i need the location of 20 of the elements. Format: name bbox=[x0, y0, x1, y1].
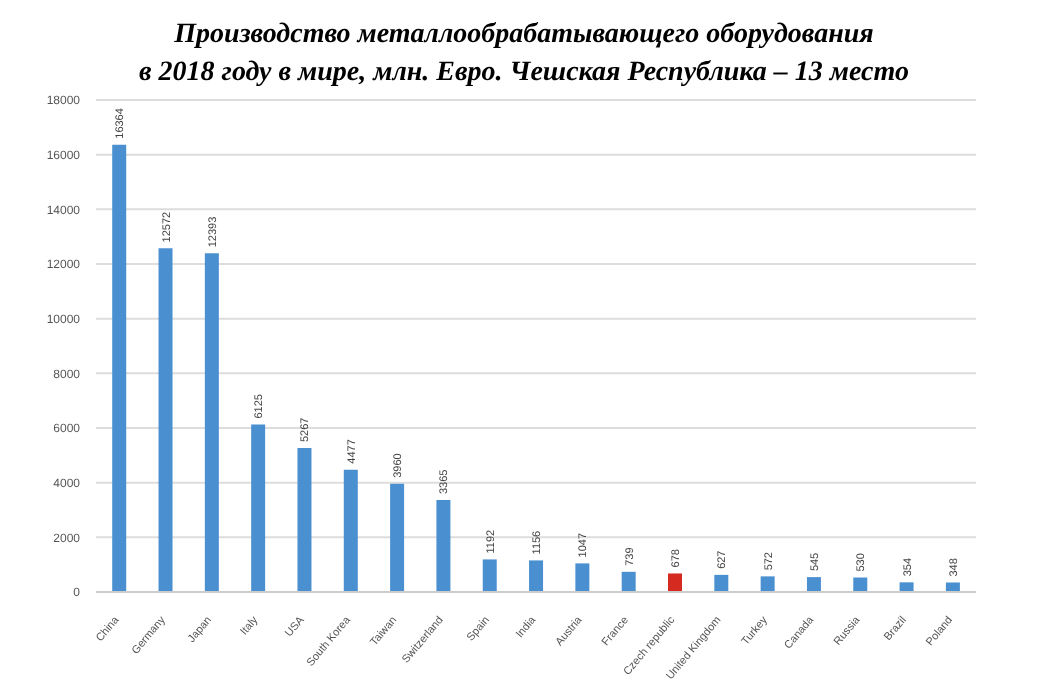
bar bbox=[251, 424, 266, 592]
bar bbox=[390, 483, 405, 592]
bar bbox=[714, 574, 729, 592]
bar bbox=[575, 563, 590, 592]
chart-title: Производство металлообрабатывающего оборудования в 2018 году в мире, млн. Евро. Чешская Республика – 13 место bbox=[137, 18, 911, 92]
bar bbox=[853, 577, 868, 592]
bar bbox=[482, 559, 497, 592]
bar bbox=[760, 576, 775, 592]
bar bbox=[204, 253, 219, 592]
bar bbox=[806, 577, 821, 592]
bar bbox=[668, 573, 682, 592]
bar bbox=[621, 571, 636, 592]
bar bbox=[899, 582, 914, 592]
bar bbox=[945, 582, 960, 592]
bar bbox=[343, 469, 358, 592]
bar bbox=[112, 144, 127, 592]
bar bbox=[158, 248, 173, 592]
bar bbox=[297, 448, 312, 592]
bar bbox=[529, 560, 544, 592]
bar bbox=[436, 500, 451, 592]
